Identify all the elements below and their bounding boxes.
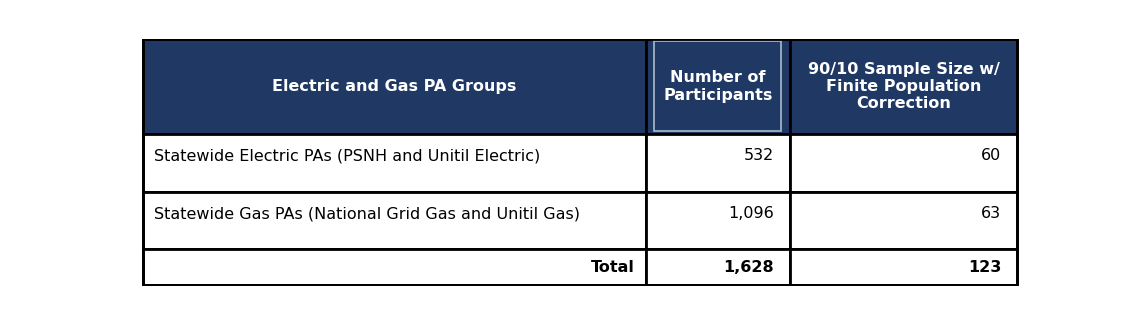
Bar	[645, 134, 790, 192]
Text: Number of
Participants: Number of Participants	[663, 70, 772, 103]
Text: Statewide Gas PAs (National Grid Gas and Unitil Gas): Statewide Gas PAs (National Grid Gas and…	[154, 206, 580, 221]
Bar	[645, 39, 790, 134]
Text: 63: 63	[981, 206, 1001, 221]
Bar	[645, 192, 790, 249]
Bar	[790, 134, 1017, 192]
Bar	[790, 249, 1017, 285]
Text: Electric and Gas PA Groups: Electric and Gas PA Groups	[273, 79, 516, 94]
Text: Statewide Electric PAs (PSNH and Unitil Electric): Statewide Electric PAs (PSNH and Unitil …	[154, 148, 540, 163]
Bar	[654, 41, 781, 131]
Text: 1,628: 1,628	[723, 260, 774, 275]
Bar	[790, 39, 1017, 134]
Text: Total: Total	[591, 260, 635, 275]
Bar	[790, 192, 1017, 249]
Text: 60: 60	[981, 148, 1001, 163]
Text: 532: 532	[744, 148, 774, 163]
Text: 90/10 Sample Size w/
Finite Population
Correction: 90/10 Sample Size w/ Finite Population C…	[807, 62, 1000, 111]
Bar	[645, 249, 790, 285]
Bar	[144, 134, 645, 192]
Bar	[144, 192, 645, 249]
Bar	[144, 249, 645, 285]
Text: 123: 123	[968, 260, 1001, 275]
Bar	[144, 39, 645, 134]
Text: 1,096: 1,096	[728, 206, 774, 221]
